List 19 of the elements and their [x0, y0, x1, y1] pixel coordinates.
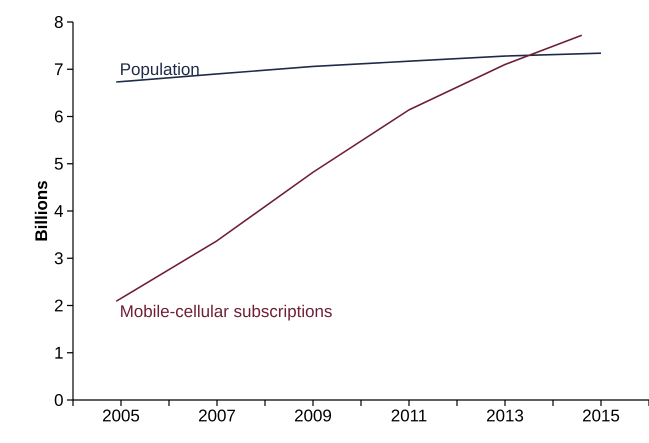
y-tick-label: 8 — [54, 16, 63, 28]
y-tick-label: 0 — [54, 394, 63, 406]
series-label: Population — [121, 62, 199, 78]
y-tick-label: 7 — [54, 63, 63, 76]
x-tick-label: 2011 — [392, 410, 426, 422]
x-tick-label: 2013 — [487, 410, 524, 422]
y-tick-label: 4 — [54, 205, 63, 217]
x-tick-label: 2015 — [583, 410, 620, 422]
x-tick-label: 2009 — [295, 410, 332, 422]
x-tick-label: 2005 — [103, 410, 140, 422]
line-series — [115, 52, 602, 83]
y-axis-title: Billions — [34, 181, 48, 240]
y-tick-label: 6 — [54, 110, 63, 123]
y-tick-label: 3 — [54, 252, 63, 264]
y-tick-label: 1 — [55, 346, 63, 359]
y-tick-label: 2 — [54, 300, 63, 312]
y-tick-label: 5 — [54, 158, 63, 170]
x-tick-label: 2007 — [199, 410, 235, 422]
series-label: Mobile-cellular subscriptions — [121, 304, 332, 321]
